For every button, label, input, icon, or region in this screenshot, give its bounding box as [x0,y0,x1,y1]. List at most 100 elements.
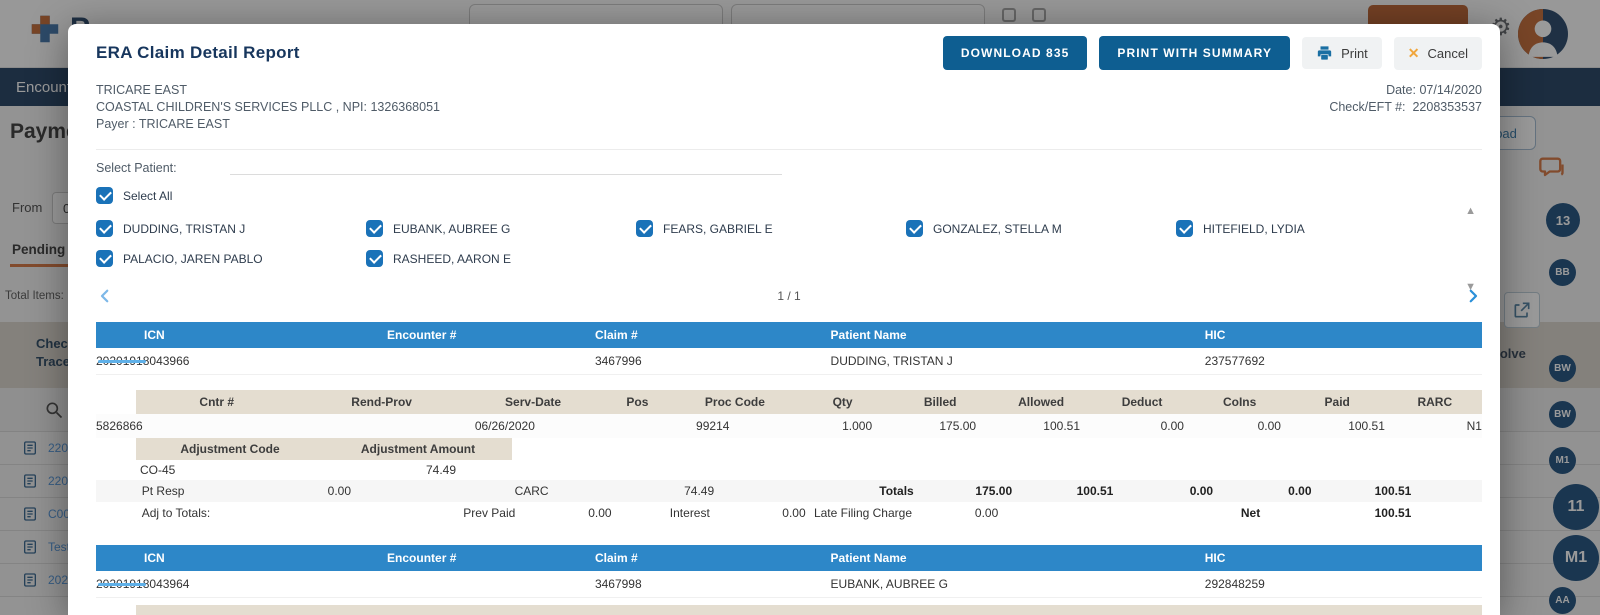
toolbar-icon-1[interactable] [1002,8,1016,22]
totals-allowed: 100.51 [1076,484,1114,498]
totals-label: Totals [879,484,914,498]
era-claim-detail-modal: ERA Claim Detail Report DOWNLOAD 835 PRI… [68,24,1500,615]
patient-checkbox-item[interactable]: EUBANK, AUBREE G [366,220,636,237]
next-service-table-header-partial [136,605,1482,615]
interest-value: 0.00 [782,506,806,520]
check-trace-link[interactable]: Test [48,540,71,554]
col-rend-prov: Rend-Prov [351,395,412,409]
col-billed: Billed [923,395,957,409]
status-badge[interactable]: BW [1549,401,1576,428]
check-trace-link[interactable]: C00 [48,507,71,521]
collapse-toggle-icon[interactable] [98,360,146,363]
payer-name: TRICARE EAST [96,83,187,97]
patient-checkbox[interactable] [96,220,113,237]
scroll-down-icon[interactable]: ▼ [1465,281,1476,293]
print-label: Print [1341,45,1368,61]
scroll-up-icon[interactable]: ▲ [1465,205,1476,217]
download-835-button[interactable]: DOWNLOAD 835 [942,36,1088,70]
claim-row: 20201918043966 3467996 DUDDING, TRISTAN … [96,348,1482,375]
status-badge[interactable]: M1 [1549,447,1576,474]
col-patient-name: Patient Name [830,328,907,342]
page-indicator: 1 / 1 [777,289,801,303]
svc-qty: 1.000 [842,419,873,433]
patient-checkbox[interactable] [1176,220,1193,237]
claim-row: 20201918043964 3467998 EUBANK, AUBREE G … [96,571,1482,598]
adj-totals-label: Adj to Totals: [141,506,211,520]
col-allowed: Allowed [1018,395,1065,409]
col-encounter: Encounter # [387,551,457,565]
patient-list: ▲ ▼ DUDDING, TRISTAN J EUBANK, AUBREE G … [96,206,1482,293]
col-icn: ICN [144,328,165,342]
col-proc-code: Proc Code [704,395,765,409]
cancel-x-icon: ✕ [1407,44,1420,61]
claim-hic: 292848259 [1204,577,1265,591]
patient-checkbox[interactable] [906,220,923,237]
patient-checkbox-item[interactable]: FEARS, GABRIEL E [636,220,906,237]
status-badge[interactable]: AA [1549,587,1576,614]
cancel-button[interactable]: ✕ Cancel [1393,36,1482,70]
patient-checkbox[interactable] [366,220,383,237]
select-all-checkbox-item[interactable]: Select All [96,187,1482,204]
patient-checkbox[interactable] [636,220,653,237]
col-encounter: Encounter # [387,328,457,342]
patient-checkbox-item[interactable]: GONZALEZ, STELLA M [906,220,1176,237]
col-qty: Qty [832,395,853,409]
status-badge[interactable]: 11 [1553,484,1599,530]
patient-name: RASHEED, AARON E [393,251,512,266]
adjustment-table: Adjustment Code Adjustment Amount CO-45 … [136,438,512,480]
patient-name: FEARS, GABRIEL E [663,221,773,236]
totals-row: Pt Resp 0.00 CARC 74.49 Totals 175.00 10… [96,480,1482,502]
col-paid: Paid [1324,395,1350,409]
svc-allowed: 100.51 [1043,419,1080,433]
status-badge[interactable]: BW [1549,355,1576,382]
total-items-label: Total Items: [5,290,64,302]
svc-paid: 100.51 [1348,419,1385,433]
patient-checkbox-item[interactable]: RASHEED, AARON E [366,250,636,267]
carc-value: 74.49 [684,484,715,498]
from-label: From [12,200,43,215]
divider [96,149,1482,150]
col-adjustment-amount: Adjustment Amount [360,442,476,456]
claim-doc-icon [24,507,36,521]
toolbar-icon-2[interactable] [1032,8,1046,22]
col-hic: HIC [1204,551,1226,565]
patient-checkbox-item[interactable]: HITEFIELD, LYDIA [1176,220,1446,237]
select-patient-field[interactable] [230,161,782,175]
interest-label: Interest [669,506,710,520]
col-hic: HIC [1204,328,1226,342]
patient-checkbox[interactable] [96,250,113,267]
col-serv-date: Serv-Date [505,395,562,409]
select-all-checkbox[interactable] [96,187,113,204]
adj-totals-row: Adj to Totals: Prev Paid 0.00 Interest 0… [96,502,1482,524]
claim-patient: DUDDING, TRISTAN J [830,354,953,368]
page-next-icon[interactable] [1464,287,1482,305]
net-label: Net [1240,506,1261,520]
pt-resp-value: 0.00 [327,484,352,498]
patient-checkbox[interactable] [366,250,383,267]
svc-deduct: 0.00 [1160,419,1184,433]
totals-paid: 100.51 [1374,484,1412,498]
tab-pending[interactable]: Pending [12,242,66,257]
logo-plus-icon [31,15,59,43]
svc-cntr: 5826866 [96,419,143,433]
user-avatar[interactable] [1518,9,1568,59]
col-patient-name: Patient Name [830,551,907,565]
totals-billed: 175.00 [975,484,1013,498]
svc-coins: 0.00 [1257,419,1281,433]
collapse-toggle-icon[interactable] [98,583,146,586]
patient-checkbox-item[interactable]: DUDDING, TRISTAN J [96,220,366,237]
status-badge[interactable]: 13 [1546,203,1580,237]
print-with-summary-button[interactable]: PRINT WITH SUMMARY [1099,36,1291,70]
page-prev-icon[interactable] [96,287,114,305]
export-button[interactable] [1504,292,1540,328]
print-button[interactable]: Print [1302,37,1382,69]
pt-resp-label: Pt Resp [141,484,185,498]
status-badge[interactable]: M1 [1553,535,1599,581]
chat-icon[interactable] [1537,154,1567,187]
service-table-header: Cntr # Rend-Prov Serv-Date Pos Proc Code… [136,390,1482,414]
patient-name: PALACIO, JAREN PABLO [123,251,263,266]
late-filing-value: 0.00 [974,506,999,520]
patient-checkbox-item[interactable]: PALACIO, JAREN PABLO [96,250,366,267]
claim-number: 3467998 [594,577,642,591]
status-badge[interactable]: BB [1549,259,1576,286]
